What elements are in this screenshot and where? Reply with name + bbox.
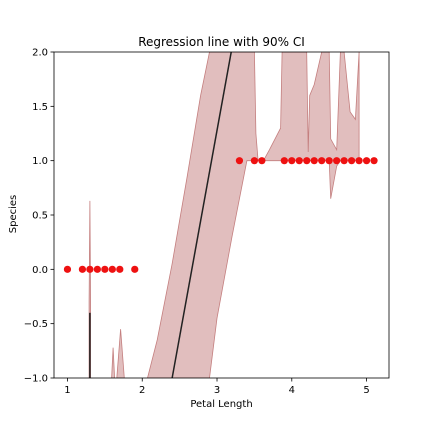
y-tick-label-6: 2.0: [32, 48, 48, 59]
data-point-22: [355, 157, 363, 165]
data-point-5: [101, 265, 109, 273]
data-point-8: [131, 265, 139, 273]
data-point-11: [258, 157, 266, 165]
data-point-2: [78, 265, 87, 273]
y-tick-label-4: 1.0: [32, 156, 48, 167]
data-point-13: [288, 157, 296, 165]
y-tick-label-2: 0.0: [32, 265, 48, 276]
data-point-19: [333, 157, 341, 165]
data-point-20: [340, 157, 348, 165]
scatter-points-layer: [63, 157, 378, 273]
y-axis-label: Species: [8, 195, 19, 234]
x-tick-label-4: 4: [289, 385, 295, 396]
axes: 1 2 3 4 5 −1.0 −0.5 0.0 0.5 1.0 1.5 2.0: [24, 48, 390, 396]
data-point-7: [116, 265, 124, 273]
data-point-24: [370, 157, 378, 165]
y-tick-label-0: −1.0: [24, 374, 48, 385]
y-tick-label-3: 0.5: [32, 211, 48, 222]
data-point-3: [86, 265, 94, 273]
regression-line-segment-2: [171, 52, 232, 378]
ci-band-segment-2: [111, 347, 116, 378]
data-point-15: [303, 157, 311, 165]
data-point-10: [250, 157, 259, 165]
data-point-16: [310, 157, 318, 165]
chart-title: Regression line with 90% CI: [138, 35, 305, 49]
data-point-23: [362, 157, 371, 165]
ci-band-segment-3: [116, 329, 125, 378]
y-tick-label-5: 1.5: [32, 102, 48, 113]
data-point-1: [63, 265, 72, 273]
data-point-14: [295, 157, 303, 165]
ci-band-segment-4: [147, 52, 360, 378]
data-point-6: [108, 265, 116, 273]
y-tick-label-1: −0.5: [24, 319, 48, 330]
data-point-4: [93, 265, 101, 273]
ci-band-layer: [88, 52, 360, 378]
x-tick-label-2: 2: [139, 385, 145, 396]
data-point-21: [348, 157, 356, 165]
regression-line-layer: [89, 52, 232, 378]
data-point-12: [280, 157, 288, 165]
x-tick-label-1: 1: [64, 385, 70, 396]
x-axis-label: Petal Length: [190, 399, 252, 410]
data-point-17: [318, 157, 326, 165]
data-point-18: [325, 157, 333, 165]
x-tick-label-3: 3: [214, 385, 220, 396]
x-tick-label-5: 5: [363, 385, 369, 396]
data-point-9: [235, 157, 244, 165]
